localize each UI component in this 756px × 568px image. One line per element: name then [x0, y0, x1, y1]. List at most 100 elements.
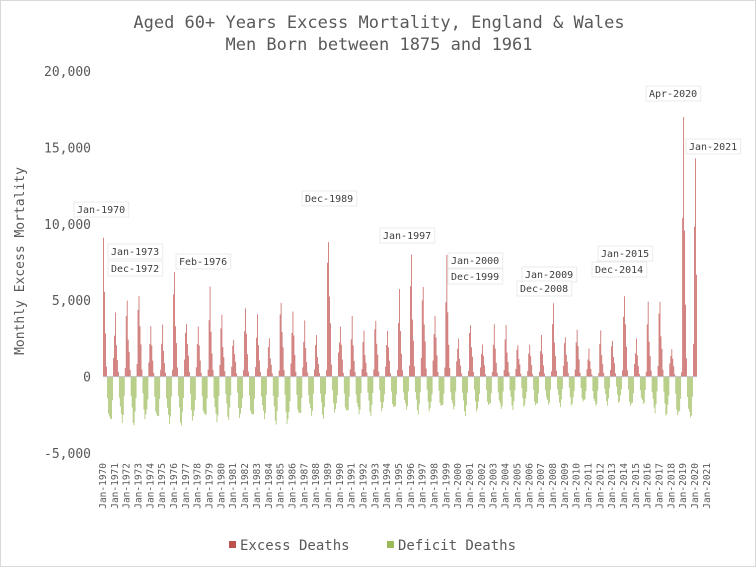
deficit-bar: [110, 376, 111, 419]
excess-bar: [149, 343, 151, 377]
deficit-bar: [426, 376, 428, 390]
x-tick-label: Jan-1976: [169, 463, 180, 509]
excess-bar: [397, 369, 398, 377]
excess-bar: [433, 334, 435, 377]
excess-bar: [600, 330, 602, 377]
excess-bar: [683, 117, 685, 377]
excess-bar: [185, 332, 186, 377]
excess-bar: [528, 353, 530, 377]
annotation-label: Jan-1970: [77, 205, 125, 216]
excess-bar: [457, 348, 459, 377]
deficit-bar: [643, 376, 645, 403]
y-axis-label: Monthly Excess Mortality: [13, 167, 28, 355]
deficit-bar: [191, 376, 193, 421]
deficit-bar: [639, 376, 641, 391]
deficit-bar: [249, 376, 250, 396]
deficit-bar: [490, 376, 492, 394]
excess-bar: [696, 274, 697, 377]
deficit-bar: [133, 376, 135, 426]
excess-bar: [472, 356, 473, 377]
annotation-label: Dec-1972: [111, 264, 159, 275]
deficit-bar: [285, 376, 287, 412]
deficit-bar: [241, 376, 242, 408]
deficit-bar: [642, 376, 644, 405]
deficit-bar: [585, 376, 587, 392]
deficit-bar: [301, 376, 303, 399]
deficit-bar: [534, 376, 536, 402]
x-tick-label: Jan-2010: [572, 463, 583, 509]
deficit-bar: [430, 376, 432, 402]
deficit-bar: [286, 376, 288, 424]
excess-bar: [362, 341, 364, 377]
excess-bar: [423, 324, 425, 377]
x-tick-label: Jan-1972: [122, 463, 133, 509]
deficit-bar: [679, 376, 681, 411]
excess-bar: [389, 360, 390, 377]
deficit-bar: [453, 376, 455, 410]
deficit-bar: [569, 376, 571, 397]
bars-group: [103, 117, 697, 426]
deficit-bar: [383, 376, 385, 403]
deficit-bar: [509, 376, 511, 391]
deficit-bar: [359, 376, 361, 410]
excess-bar: [493, 324, 495, 377]
annotation-box: [591, 261, 648, 278]
deficit-bar: [478, 376, 479, 402]
excess-bar: [328, 242, 329, 377]
excess-bar: [412, 340, 414, 377]
y-tick-label: -5,000: [44, 447, 91, 462]
deficit-bar: [652, 376, 654, 399]
excess-bar: [579, 372, 581, 377]
deficit-bar: [654, 376, 656, 414]
excess-bar: [177, 367, 178, 377]
chart-title: Aged 60+ Years Excess Mortality, England…: [133, 13, 624, 33]
x-tick-label: Jan-2014: [619, 463, 630, 509]
deficit-bar: [608, 376, 610, 399]
deficit-bar: [479, 376, 480, 395]
excess-bar: [279, 314, 281, 377]
deficit-bar: [147, 376, 149, 400]
excess-bar: [187, 344, 188, 377]
excess-bar: [222, 347, 224, 377]
x-tick-label: Jan-1987: [299, 463, 310, 509]
excess-bar: [540, 351, 541, 377]
excess-bar: [659, 301, 661, 377]
excess-bar: [527, 370, 529, 377]
x-tick-label: Jan-1982: [240, 463, 251, 509]
excess-bar: [245, 308, 246, 377]
excess-bar: [331, 364, 332, 377]
deficit-bar: [675, 376, 677, 394]
excess-bar: [375, 320, 377, 377]
excess-bar: [207, 369, 209, 377]
excess-bar: [258, 345, 259, 377]
x-tick-label: Jan-1998: [430, 463, 441, 509]
deficit-bar: [443, 376, 445, 394]
deficit-bar: [582, 376, 584, 402]
deficit-bar: [580, 376, 582, 388]
annotation-label: Jan-1997: [383, 231, 431, 242]
deficit-bar: [146, 376, 148, 410]
excess-bar: [195, 367, 197, 377]
deficit-bar: [309, 376, 311, 404]
excess-bar: [150, 326, 152, 377]
deficit-bar: [526, 376, 528, 392]
deficit-bar: [344, 376, 346, 408]
excess-bar: [552, 324, 553, 377]
deficit-bar: [463, 376, 464, 401]
deficit-bar: [406, 376, 407, 410]
excess-bar: [106, 366, 107, 377]
deficit-bar: [680, 376, 682, 399]
deficit-bar: [225, 376, 227, 394]
deficit-bar: [604, 376, 606, 389]
y-tick-label: 10,000: [44, 218, 91, 233]
excess-bar: [117, 371, 119, 377]
deficit-bar: [284, 376, 286, 395]
deficit-bar: [263, 376, 264, 411]
deficit-bar: [513, 376, 515, 402]
excess-bar: [503, 370, 505, 377]
deficit-bar: [677, 376, 679, 416]
deficit-bar: [584, 376, 586, 400]
excess-bar: [518, 358, 520, 377]
x-tick-label: Jan-2012: [595, 463, 606, 509]
excess-bar: [674, 374, 676, 377]
